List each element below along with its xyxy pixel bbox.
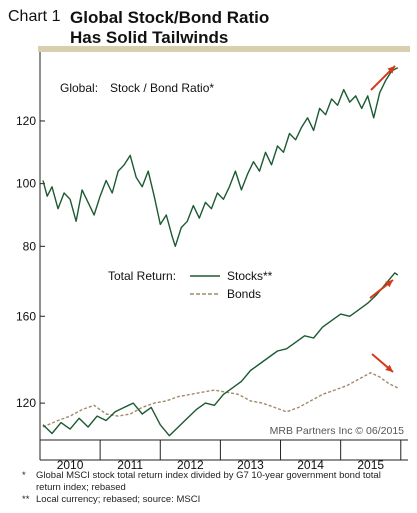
year-label: 2014: [297, 458, 324, 472]
legend-bonds-label: Bonds: [227, 287, 261, 301]
footnotes: * Global MSCI stock total return index d…: [22, 470, 402, 506]
bottom-panel-label: Total Return:: [108, 269, 176, 283]
footnote-2-mark: **: [22, 494, 30, 505]
footnote-1: * Global MSCI stock total return index d…: [22, 470, 402, 494]
top-band: [38, 46, 410, 52]
year-label: 2013: [237, 458, 264, 472]
stocks-up-arrow-head: [385, 280, 393, 288]
stock-bond-ratio-line: [42, 67, 399, 247]
bonds-line: [42, 372, 399, 428]
chart-title: Global Stock/Bond Ratio Has Solid Tailwi…: [70, 8, 330, 48]
chart-title-line-1: Global Stock/Bond Ratio: [70, 8, 270, 27]
bottom-y-tick-label: 120: [16, 396, 36, 410]
ratio-up-arrow-head: [387, 66, 395, 74]
top-y-tick-label: 100: [16, 177, 36, 191]
footnote-2: ** Local currency; rebased; source: MSCI: [22, 494, 402, 506]
footnote-1-mark: *: [22, 470, 26, 481]
legend-stocks-label: Stocks**: [227, 269, 273, 283]
year-label: 2010: [57, 458, 84, 472]
top-series-label: Stock / Bond Ratio*: [110, 81, 214, 95]
year-label: 2012: [177, 458, 204, 472]
year-label: 2015: [357, 458, 384, 472]
top-panel-label: Global:: [60, 81, 98, 95]
stocks-line: [42, 272, 399, 437]
chart-number: Chart 1: [8, 8, 61, 25]
chart-title-line-2: Has Solid Tailwinds: [70, 28, 229, 47]
footnote-1-text: Global MSCI stock total return index div…: [36, 470, 381, 493]
top-y-tick-label: 120: [16, 114, 36, 128]
top-y-tick-label: 80: [23, 239, 37, 253]
credit-text: MRB Partners Inc © 06/2015: [270, 425, 405, 437]
bonds-down-arrow-head: [385, 364, 393, 372]
footnote-2-text: Local currency; rebased; source: MSCI: [36, 494, 201, 505]
bottom-y-tick-label: 160: [16, 309, 36, 323]
year-label: 2011: [117, 458, 143, 472]
